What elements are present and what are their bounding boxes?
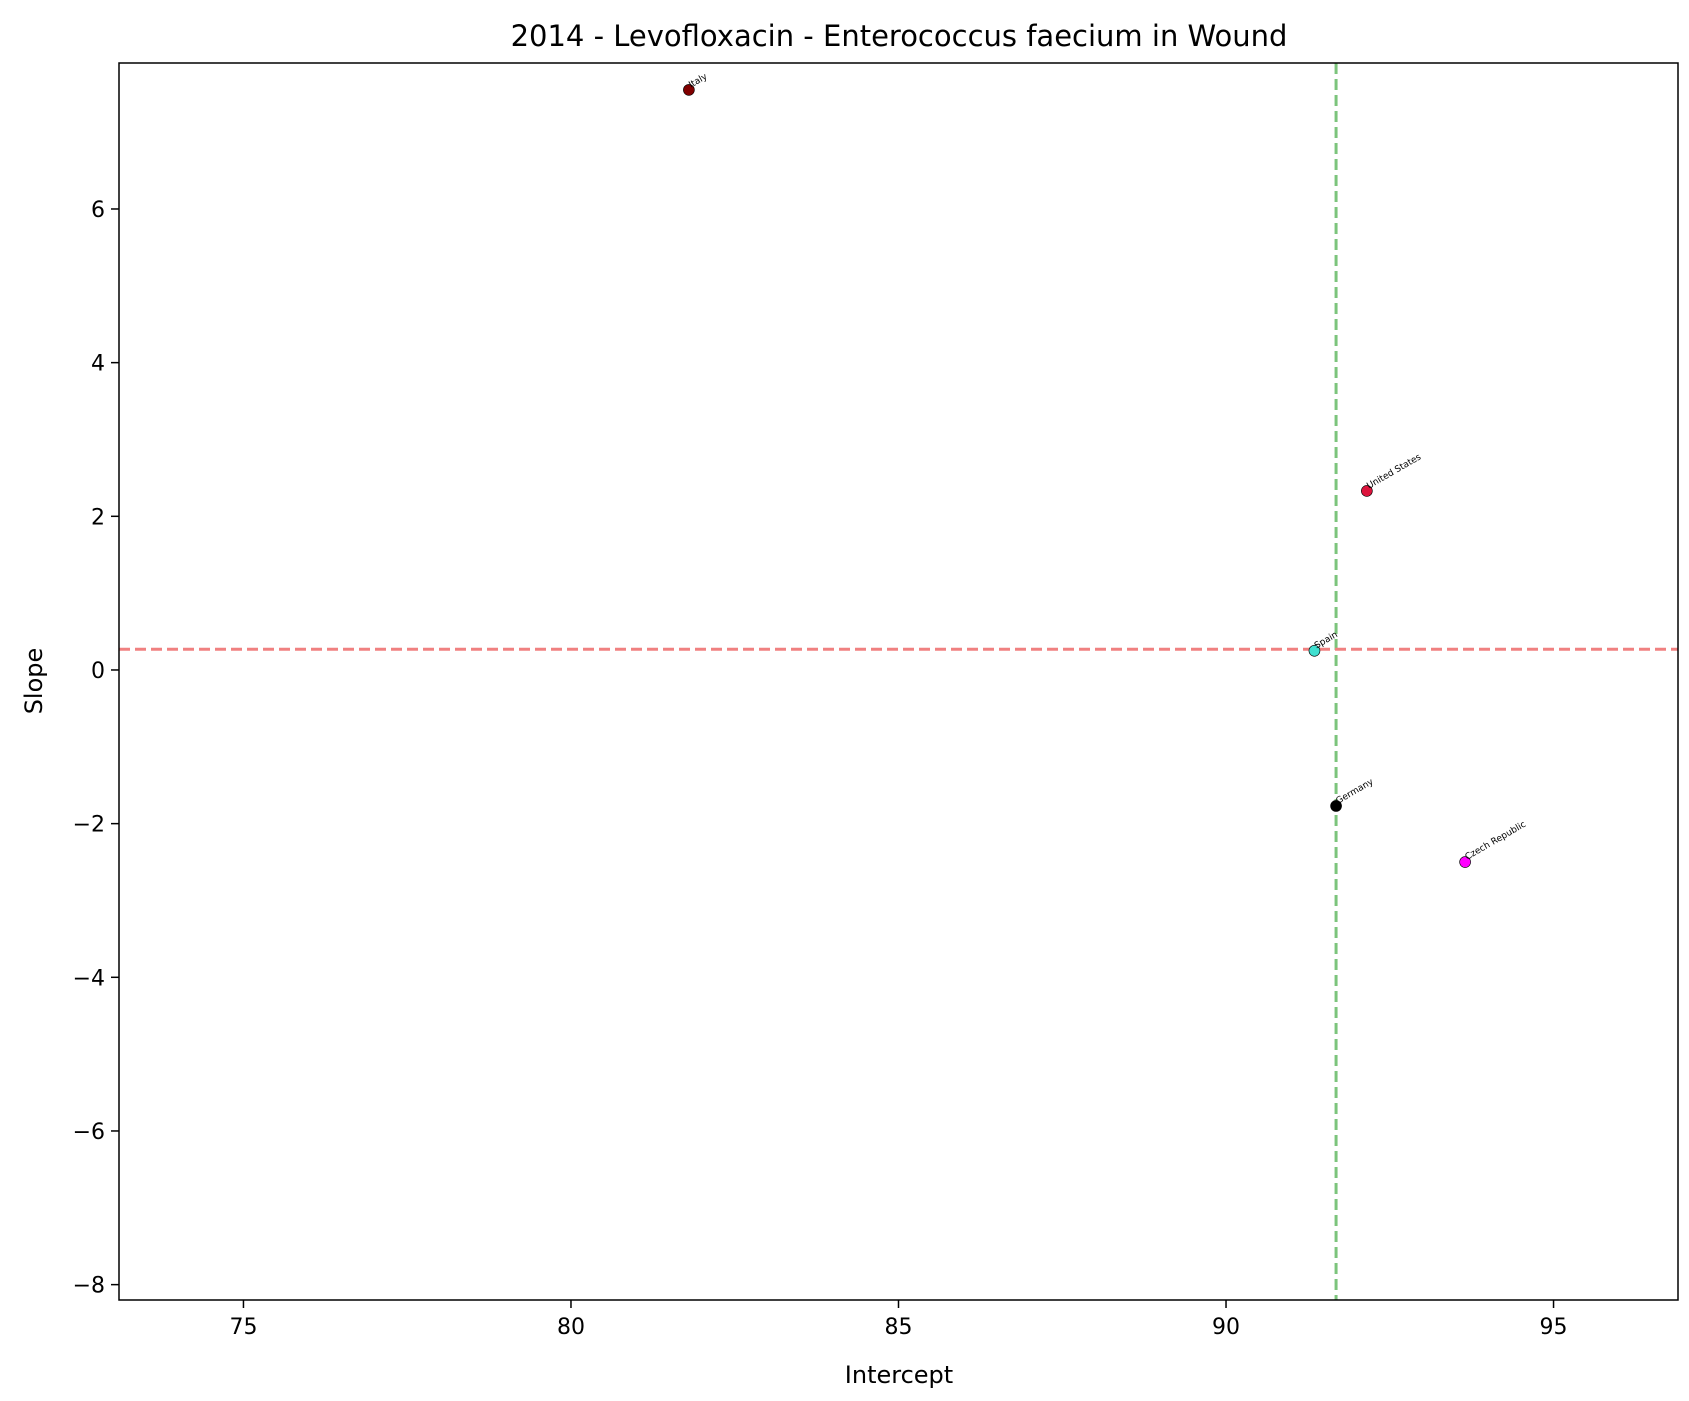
x-tick-label: 90 <box>1212 1315 1240 1340</box>
y-tick-label: −4 <box>73 966 105 991</box>
y-tick-label: 6 <box>91 198 105 223</box>
y-tick-label: −8 <box>73 1274 105 1299</box>
data-points <box>683 84 1471 868</box>
data-point <box>1330 800 1342 812</box>
chart-title: 2014 - Levofloxacin - Enterococcus faeci… <box>511 19 1288 53</box>
x-tick-label: 80 <box>557 1315 585 1340</box>
y-tick-label: 4 <box>91 352 105 377</box>
x-tick-label: 75 <box>229 1315 257 1340</box>
y-tick-label: −6 <box>73 1120 105 1145</box>
y-tick-label: −2 <box>73 813 105 838</box>
y-axis-ticks: 6 4 2 0 −2 −4 −6 −8 <box>73 198 119 1299</box>
data-point <box>1459 856 1471 868</box>
x-axis-label: Intercept <box>845 1361 953 1389</box>
x-tick-label: 85 <box>885 1315 913 1340</box>
x-axis-ticks: 75 80 85 90 95 <box>229 1300 1568 1340</box>
y-axis-label: Slope <box>20 648 48 715</box>
plot-frame <box>119 63 1678 1300</box>
data-point <box>1308 644 1321 657</box>
reference-lines <box>119 63 1678 1300</box>
y-tick-label: 2 <box>91 505 105 530</box>
x-tick-label: 95 <box>1540 1315 1568 1340</box>
data-point <box>1361 485 1373 497</box>
data-point <box>683 84 695 96</box>
y-tick-label: 0 <box>91 659 105 684</box>
